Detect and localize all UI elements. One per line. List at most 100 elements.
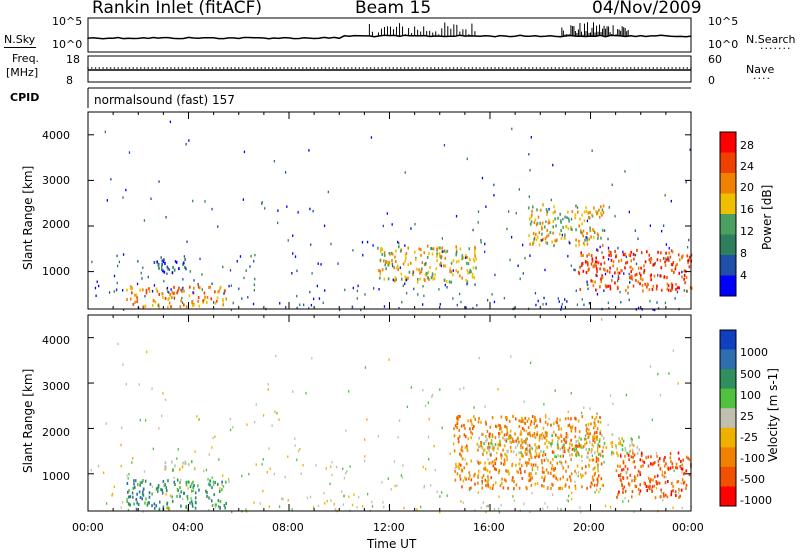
data-cell [242,198,245,201]
data-cell [168,268,171,271]
data-cell [672,261,675,265]
data-cell [652,462,654,466]
data-cell [646,250,648,254]
data-cell [638,435,640,439]
data-cell [639,282,641,286]
data-cell [570,264,572,267]
data-cell [582,229,585,233]
data-cell [560,305,563,309]
data-cell [491,433,494,437]
data-cell [126,288,128,292]
data-cell [659,467,662,471]
data-cell [394,276,397,280]
data-cell [574,426,577,430]
data-cell [599,453,602,457]
data-cell [95,294,97,297]
data-cell [600,211,602,215]
data-cell [552,219,555,223]
data-cell [539,208,542,212]
data-cell [570,227,573,231]
data-cell [197,299,199,303]
data-cell [169,120,172,124]
data-cell [219,285,222,289]
data-cell [596,435,598,439]
data-cell [151,504,153,508]
data-cell [570,425,572,429]
data-cell [308,306,310,310]
nave-dot [264,67,266,69]
data-cell [503,460,506,464]
data-cell [180,490,183,494]
data-cell [158,292,161,296]
data-cell [618,490,620,494]
data-cell [106,502,108,505]
nave-dot [294,67,297,69]
pcbar-24: 24 [740,160,754,173]
data-cell [552,457,554,461]
data-cell [477,210,480,213]
data-cell [640,464,642,468]
nave-dot [686,67,689,69]
data-cell [552,474,555,478]
data-cell [554,217,556,221]
data-cell [601,276,604,280]
nave-dot [279,67,282,69]
data-cell [536,454,538,458]
data-cell [276,411,278,415]
data-cell [464,476,466,480]
data-cell [580,251,583,255]
data-cell [565,225,568,229]
data-cell [571,497,573,501]
data-cell [162,392,164,395]
data-cell [567,424,570,428]
data-cell [465,477,467,481]
data-cell [184,257,186,261]
data-cell [545,302,547,306]
data-cell [401,476,404,479]
data-cell [531,476,533,480]
data-cell [546,422,549,426]
data-cell [544,415,547,419]
data-cell [531,415,534,419]
vcbar-neg100: -100 [740,452,765,465]
power-ytick-1000: 1000 [42,265,70,278]
nave-dot [332,67,334,69]
data-cell [210,499,213,503]
data-cell [568,423,571,427]
data-cell [560,427,563,431]
vel-ytick-2000: 2000 [42,426,70,439]
data-cell [494,481,497,485]
data-cell [670,490,673,494]
data-cell [484,466,487,470]
data-cell [487,442,490,446]
data-cell [134,479,137,483]
data-cell [474,472,476,476]
data-cell [431,247,433,250]
data-cell [665,475,667,479]
xtick-0800: 08:00 [272,521,304,534]
data-cell [515,453,517,456]
data-cell [635,272,638,276]
data-cell [422,285,424,288]
data-cell [391,252,394,256]
data-cell [643,268,646,272]
data-cell [536,446,539,450]
data-cell [675,462,678,466]
data-cell [459,247,462,251]
data-cell [171,495,173,499]
data-cell [569,475,571,479]
data-cell [628,450,631,454]
data-cell [420,270,423,274]
data-cell [602,454,604,458]
data-cell [423,251,426,255]
nave-dot [460,67,462,69]
data-cell [681,467,684,471]
data-cell [585,206,587,210]
data-cell [514,446,517,450]
data-cell [567,254,569,258]
data-cell [179,305,182,309]
data-cell [168,297,170,301]
data-cell [596,293,599,296]
data-cell [602,436,605,440]
data-cell [635,477,637,480]
